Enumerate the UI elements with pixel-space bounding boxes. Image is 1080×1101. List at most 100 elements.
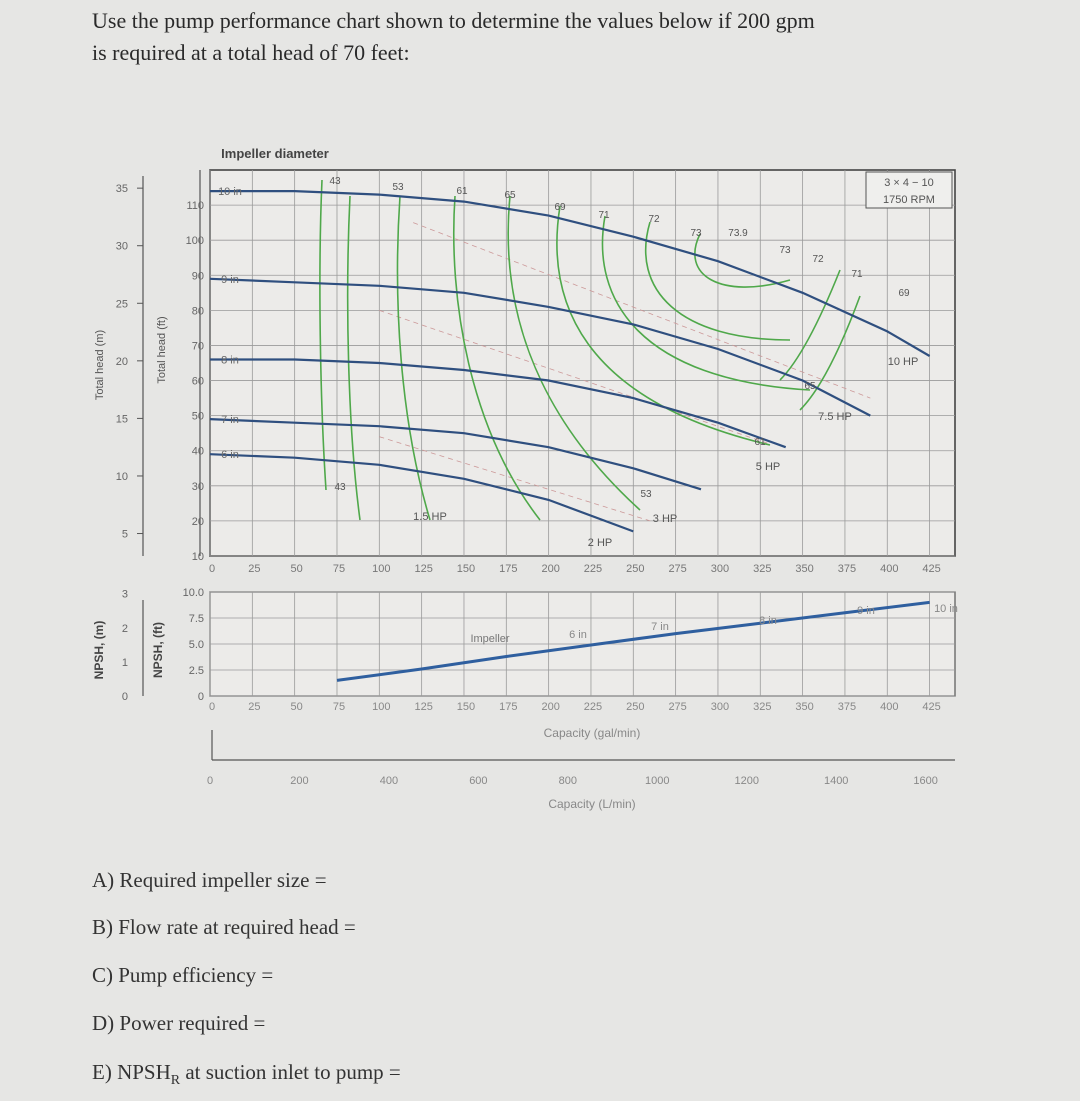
y-axis-title-ft: Total head (ft): [156, 316, 168, 383]
efficiency-label: 73.9: [728, 228, 748, 239]
lmin-tick-label: 600: [469, 775, 487, 787]
x-tick-label: 50: [291, 563, 303, 575]
npsh-x-tick-label: 75: [333, 701, 345, 713]
head-curve-6-in: [209, 453, 634, 533]
y-tick-label-m: 25: [116, 298, 128, 310]
lmin-tick-label: 1200: [735, 775, 759, 787]
y-tick-label-ft: 100: [186, 235, 204, 247]
lmin-tick-label: 400: [380, 775, 398, 787]
efficiency-label: 72: [812, 254, 824, 265]
npsh-y-tick-label-ft: 2.5: [189, 665, 204, 677]
x-tick-label: 275: [668, 563, 686, 575]
efficiency-label: 53: [392, 182, 404, 193]
npsh-y-tick-label-m: 3: [122, 589, 128, 601]
impeller-label: 6 in: [221, 449, 239, 461]
impeller-title: Impeller diameter: [221, 146, 329, 161]
impeller-label: 10 in: [218, 186, 242, 198]
lmin-tick-label: 1400: [824, 775, 848, 787]
y-tick-label-m: 15: [116, 413, 128, 425]
npsh-y-tick-label-ft: 0: [198, 691, 204, 703]
npsh-y-tick-label-ft: 5.0: [189, 639, 204, 651]
efficiency-contour: [319, 179, 327, 491]
lmin-tick-label: 1000: [645, 775, 669, 787]
npsh-x-tick-label: 250: [626, 701, 644, 713]
npsh-size-label: 8 in: [759, 615, 777, 627]
x-tick-label: 325: [753, 563, 771, 575]
efficiency-contour: [556, 205, 771, 446]
efficiency-contour: [346, 195, 361, 521]
x-tick-label: 250: [626, 563, 644, 575]
power-guide: [413, 222, 871, 399]
power-label: 7.5 HP: [818, 411, 852, 423]
npsh-x-tick-label: 225: [584, 701, 602, 713]
x-tick-label: 350: [795, 563, 813, 575]
head-curve-8-in: [210, 358, 787, 449]
npsh-size-label: 7 in: [651, 621, 669, 633]
npsh-x-tick-label: 125: [414, 701, 432, 713]
npsh-x-tick-label: 350: [795, 701, 813, 713]
npsh-impeller-label: Impeller: [470, 633, 509, 645]
item-c: C) Pump efficiency =: [92, 963, 274, 987]
y-tick-label-m: 10: [116, 471, 128, 483]
x-tick-label: 75: [333, 563, 345, 575]
npsh-size-label: 6 in: [569, 629, 587, 641]
power-label: 1.5 HP: [413, 511, 447, 523]
efficiency-label: 69: [554, 202, 566, 213]
power-label: 5 HP: [756, 461, 780, 473]
x-tick-label: 25: [248, 563, 260, 575]
efficiency-contour: [396, 195, 431, 521]
npsh-y-title-ft: NPSH, (ft): [151, 622, 165, 678]
lmin-axis-title: Capacity (L/min): [548, 797, 635, 811]
y-tick-label-m: 5: [122, 529, 128, 541]
x-tick-label: 375: [838, 563, 856, 575]
npsh-y-tick-label-ft: 10.0: [183, 587, 204, 599]
efficiency-label: 61: [754, 437, 766, 448]
main-plot-frame: [209, 169, 956, 557]
y-tick-label-ft: 20: [192, 516, 204, 528]
x-tick-label: 225: [584, 563, 602, 575]
efficiency-label: 65: [804, 381, 816, 392]
efficiency-label: 43: [329, 176, 341, 187]
model-label-1: 3 × 4 − 10: [884, 177, 934, 189]
y-tick-label-ft: 110: [186, 200, 204, 212]
efficiency-label: 69: [898, 288, 910, 299]
npsh-x-tick-label: 0: [209, 701, 215, 713]
efficiency-label: 73: [690, 228, 702, 239]
efficiency-label: 72: [648, 214, 660, 225]
x-tick-label: 0: [209, 563, 215, 575]
efficiency-label: 61: [456, 186, 468, 197]
x-tick-label: 125: [414, 563, 432, 575]
lmin-tick-label: 800: [559, 775, 577, 787]
x-tick-label: 200: [541, 563, 559, 575]
y-tick-label-ft: 30: [192, 481, 204, 493]
power-label: 2 HP: [588, 537, 612, 549]
efficiency-contour: [644, 221, 791, 341]
npsh-x-tick-label: 425: [922, 701, 940, 713]
npsh-y-tick-label-m: 2: [122, 623, 128, 635]
y-tick-label-m: 30: [116, 241, 128, 253]
efficiency-contour: [507, 195, 641, 511]
npsh-x-tick-label: 100: [372, 701, 390, 713]
npsh-x-tick-label: 150: [457, 701, 475, 713]
y-tick-label-ft: 40: [192, 446, 204, 458]
npsh-x-tick-label: 50: [291, 701, 303, 713]
efficiency-label: 65: [504, 190, 516, 201]
npsh-y-tick-label-m: 1: [122, 657, 128, 669]
npsh-x-tick-label: 300: [711, 701, 729, 713]
lmin-tick-label: 0: [207, 775, 213, 787]
npsh-y-tick-label-ft: 7.5: [189, 613, 204, 625]
x-tick-label: 400: [880, 563, 898, 575]
npsh-x-tick-label: 200: [541, 701, 559, 713]
npsh-x-tick-label: 175: [499, 701, 517, 713]
npsh-x-tick-label: 325: [753, 701, 771, 713]
y-tick-label-ft: 70: [192, 340, 204, 352]
efficiency-label: 43: [334, 482, 346, 493]
efficiency-contour: [799, 295, 861, 411]
efficiency-label: 71: [851, 269, 863, 280]
lmin-tick-label: 200: [290, 775, 308, 787]
question-line-2: is required at a total head of 70 feet:: [92, 40, 410, 65]
x-tick-label: 150: [457, 563, 475, 575]
npsh-x-tick-label: 275: [668, 701, 686, 713]
power-label: 3 HP: [653, 513, 677, 525]
npsh-x-tick-label: 25: [248, 701, 260, 713]
